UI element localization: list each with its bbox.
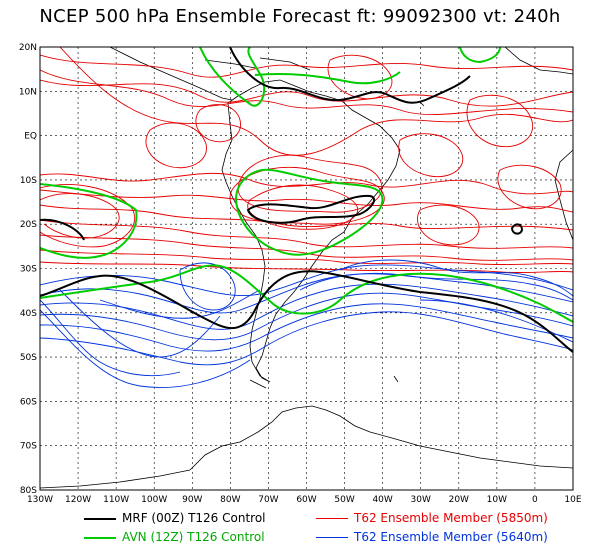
avn-contour-north-b	[459, 47, 501, 64]
legend-label-ens-5640: T62 Ensemble Member (5640m)	[354, 530, 548, 544]
blue-contour-11	[339, 259, 573, 297]
red-contour-3	[40, 79, 573, 107]
lat-label: 30S	[20, 265, 37, 275]
grid-lines	[40, 47, 573, 490]
contours-avn-control	[40, 47, 573, 323]
lat-label: 60S	[20, 397, 37, 407]
avn-contour-south	[40, 264, 573, 323]
mrf-contour-north	[229, 47, 471, 104]
lat-label: 50S	[20, 353, 37, 363]
mrf-contour-loop	[510, 223, 524, 235]
blue-contour-3	[40, 283, 573, 330]
blue-contour-5	[40, 303, 573, 352]
lat-label: 20S	[20, 220, 37, 230]
blue-contour-8	[40, 309, 251, 388]
coastline-antarctica	[40, 405, 573, 489]
red-contour-12	[237, 154, 383, 213]
avn-contour-north-a	[199, 47, 266, 107]
red-contour-8	[40, 219, 573, 249]
blue-contour-9	[59, 289, 221, 358]
lon-label: 50W	[334, 495, 354, 505]
map-title: NCEP 500 hPa Ensemble Forecast ft: 99092…	[39, 6, 561, 27]
lat-label: 10N	[19, 87, 37, 97]
red-contour-15	[40, 193, 120, 239]
lon-label: 10W	[487, 495, 507, 505]
avn-contour-west	[40, 183, 138, 259]
lat-label: 40S	[20, 309, 37, 319]
contours-ensemble-5640m	[40, 259, 573, 388]
lat-label: 20N	[19, 43, 37, 53]
avn-contour-subtropical	[234, 168, 384, 256]
coastline-central-america	[109, 47, 311, 101]
lon-label: 80W	[220, 495, 240, 505]
lon-label: 90W	[182, 495, 202, 505]
lon-label: 0	[532, 495, 538, 505]
legend-label-ens-5850: T62 Ensemble Member (5850m)	[354, 511, 548, 525]
blue-contour-1	[40, 264, 573, 297]
legend-label-mrf: MRF (00Z) T126 Control	[122, 511, 266, 525]
legend-swatch-avn	[84, 536, 116, 539]
lat-label: EQ	[24, 132, 37, 142]
red-contour-22	[497, 164, 562, 210]
legend-swatch-ens-5850	[316, 518, 348, 519]
legend-swatch-mrf	[84, 517, 116, 520]
red-contour-23	[417, 204, 480, 246]
mrf-contour-subtropical	[246, 194, 376, 224]
red-contour-18	[398, 133, 464, 178]
blue-contour-10	[179, 262, 236, 311]
lon-label: 10E	[564, 495, 581, 505]
coastline-africa	[504, 47, 573, 241]
red-contour-4	[59, 47, 573, 156]
longitude-labels: 130W 120W 110W 100W 90W 80W 70W 60W 50W 40W 30W 20W…	[27, 495, 582, 505]
blue-contour-13	[419, 299, 573, 343]
latitude-labels: 20N 10N EQ 10S 20S 30S 40S 50S 60S 70S 80S	[19, 43, 37, 496]
legend-item-ens-5850: T62 Ensemble Member (5850m)	[316, 511, 548, 525]
coastlines	[40, 47, 573, 489]
blue-contour-6	[40, 311, 573, 366]
legend-item-avn: AVN (12Z) T126 Control	[84, 530, 265, 544]
lon-label: 100W	[141, 495, 167, 505]
lon-label: 60W	[296, 495, 316, 505]
lat-label: 70S	[20, 442, 37, 452]
lon-label: 30W	[411, 495, 431, 505]
blue-contour-14	[99, 289, 261, 319]
lon-label: 20W	[449, 495, 469, 505]
lon-label: 120W	[65, 495, 91, 505]
mrf-contour-south	[40, 270, 573, 353]
blue-contour-12	[299, 272, 573, 301]
map-frame	[39, 46, 574, 491]
avn-contour-north-c	[254, 71, 401, 85]
red-contour-16	[40, 184, 136, 248]
lon-label: 70W	[258, 495, 278, 505]
red-contour-6	[40, 189, 573, 213]
legend-swatch-ens-5640	[316, 537, 348, 538]
lon-label: 110W	[103, 495, 129, 505]
red-contour-19	[466, 94, 533, 148]
mrf-contour-west	[40, 218, 85, 241]
lon-label: 130W	[27, 495, 53, 505]
red-contour-17	[195, 104, 241, 143]
lat-label: 80S	[20, 486, 37, 496]
legend-item-mrf: MRF (00Z) T126 Control	[84, 511, 266, 525]
lat-label: 10S	[20, 176, 37, 186]
red-contour-10	[40, 249, 573, 266]
contours-mrf-control	[40, 47, 573, 353]
legend-item-ens-5640: T62 Ensemble Member (5640m)	[316, 530, 548, 544]
legend-label-avn: AVN (12Z) T126 Control	[122, 530, 265, 544]
red-contour-1	[40, 54, 573, 78]
lon-label: 40W	[372, 495, 392, 505]
coastline-islands	[249, 101, 425, 389]
blue-contour-7	[40, 299, 181, 377]
red-contour-2	[40, 69, 573, 115]
blue-contour-2	[40, 273, 573, 314]
red-contour-7	[40, 204, 573, 231]
red-contour-21	[145, 122, 207, 169]
